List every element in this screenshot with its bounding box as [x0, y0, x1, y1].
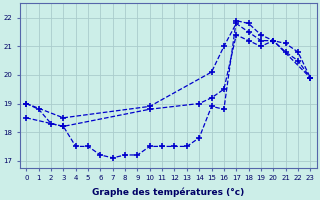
X-axis label: Graphe des températures (°c): Graphe des températures (°c) [92, 187, 244, 197]
